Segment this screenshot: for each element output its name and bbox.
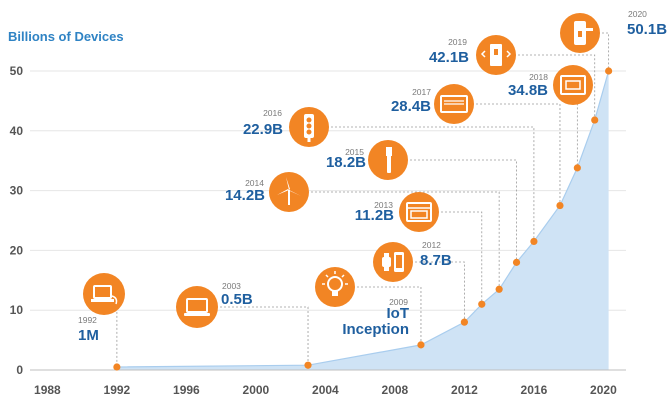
chart-title: Billions of Devices	[8, 29, 124, 44]
callout-value: IoT Inception	[342, 305, 409, 338]
callout-value: 1M	[78, 327, 99, 344]
callout-year: 2018	[529, 72, 548, 82]
door-lock-icon	[574, 21, 593, 45]
data-point	[113, 363, 121, 371]
callout-value: 42.1B	[429, 49, 469, 66]
leader-line	[327, 126, 535, 242]
callout-year: 2009	[389, 297, 408, 307]
callout-year: 2017	[412, 87, 431, 97]
callout-badge	[315, 267, 355, 307]
callout-year: 2014	[245, 178, 264, 188]
callout-value: 28.4B	[391, 98, 431, 115]
callout-year: 2019	[448, 37, 467, 47]
callout-value: 50.1B	[627, 21, 667, 38]
data-point	[304, 361, 312, 369]
data-point	[460, 318, 469, 326]
callout-value: 8.7B	[420, 252, 452, 269]
leader-line	[216, 306, 309, 366]
laptop-icon	[184, 298, 210, 316]
y-tick-label: 0	[16, 363, 23, 377]
leader-line	[437, 211, 483, 305]
data-point	[573, 164, 581, 172]
x-tick-label: 2004	[312, 383, 339, 397]
x-tick-label: 2012	[451, 383, 478, 397]
leader-line	[411, 261, 465, 323]
callout-badge	[553, 65, 593, 105]
data-point	[417, 341, 425, 349]
callout-badge	[176, 286, 218, 328]
leader-line	[307, 191, 500, 290]
callout-badge	[83, 273, 125, 315]
traffic-light-icon	[304, 114, 314, 142]
y-tick-label: 20	[10, 243, 24, 257]
smartwatch-phone-icon	[382, 252, 404, 272]
callout-value: 34.8B	[508, 82, 548, 99]
callout-1992: 1992 1M	[78, 273, 125, 344]
callout-value: 18.2B	[326, 154, 366, 171]
x-tick-label: 2000	[243, 383, 270, 397]
x-tick-label: 2020	[590, 383, 617, 397]
devices-area-edge	[116, 70, 610, 368]
devices-area	[116, 71, 609, 370]
callout-value: 14.2B	[225, 187, 265, 204]
toothbrush-icon	[386, 147, 392, 173]
x-tick-label: 2016	[521, 383, 548, 397]
callout-2016: 2016 22.9B	[243, 107, 329, 147]
leader-line	[472, 103, 561, 206]
x-tick-label: 2008	[382, 383, 409, 397]
callout-year: 2015	[345, 147, 364, 157]
callout-year: 1992	[78, 315, 97, 325]
data-point	[530, 237, 538, 246]
oven-icon	[406, 202, 432, 222]
x-tick-label: 1996	[173, 383, 200, 397]
thermostat-icon	[560, 75, 586, 95]
leader-line	[514, 54, 596, 121]
data-point	[478, 300, 486, 308]
callout-year: 2012	[422, 240, 441, 250]
light-switch-icon	[480, 44, 512, 66]
callout-value: 22.9B	[243, 121, 283, 138]
leader-line	[598, 32, 610, 71]
lightbulb-icon	[322, 271, 348, 296]
y-tick-label: 50	[10, 64, 24, 78]
callout-value: 0.5B	[221, 291, 253, 308]
callout-year: 2013	[374, 200, 393, 210]
callout-year: 2003	[222, 281, 241, 291]
wind-turbine-icon	[277, 177, 301, 205]
callout-2020: 2020 50.1B	[560, 9, 667, 53]
callout-badge	[399, 192, 439, 232]
callout-year: 2020	[628, 9, 647, 19]
callout-badge	[373, 242, 413, 282]
leader-line	[406, 159, 517, 263]
x-tick-label: 1992	[104, 383, 131, 397]
data-point	[495, 285, 503, 293]
data-point	[605, 67, 613, 75]
microwave-icon	[440, 95, 468, 113]
x-tick-label: 1988	[34, 383, 61, 397]
callout-value: 11.2B	[355, 207, 394, 224]
data-point	[556, 201, 564, 210]
callout-2012: 2012 8.7B	[373, 240, 452, 282]
y-tick-label: 30	[10, 184, 24, 198]
computer-icon	[91, 285, 118, 305]
y-tick-label: 40	[10, 124, 24, 138]
data-point	[512, 258, 521, 266]
data-point	[591, 116, 599, 124]
y-tick-label: 10	[10, 303, 24, 317]
callout-year: 2016	[263, 108, 282, 118]
callout-2019: 2019 42.1B	[429, 35, 516, 75]
